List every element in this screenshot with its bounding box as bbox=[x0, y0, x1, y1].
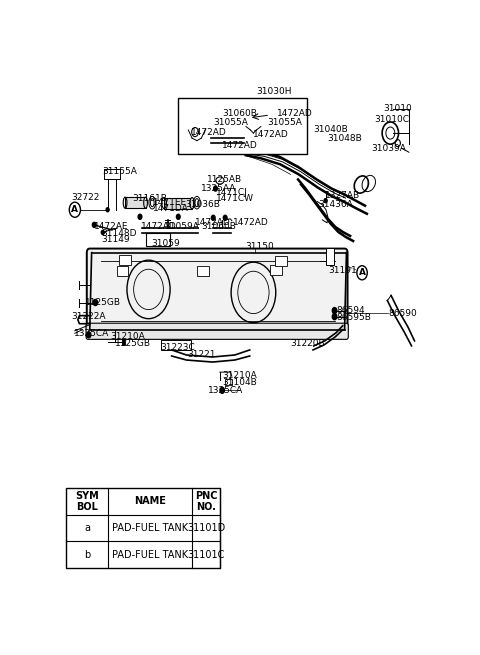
Text: 31155A: 31155A bbox=[103, 167, 138, 176]
Text: 31055A: 31055A bbox=[267, 119, 302, 128]
Text: 1327AB: 1327AB bbox=[325, 191, 360, 200]
Circle shape bbox=[106, 208, 109, 212]
Text: 31161B: 31161B bbox=[132, 194, 168, 203]
Bar bbox=[117, 266, 129, 276]
Circle shape bbox=[101, 231, 104, 234]
Text: 31039A: 31039A bbox=[372, 143, 407, 153]
Bar bbox=[66, 488, 220, 568]
Text: 31048B: 31048B bbox=[327, 134, 362, 143]
Bar bbox=[161, 340, 191, 350]
Text: 31101C: 31101C bbox=[187, 550, 225, 559]
Bar bbox=[145, 233, 170, 246]
Text: 1125AB: 1125AB bbox=[207, 175, 242, 184]
Text: 31010: 31010 bbox=[384, 104, 412, 113]
Text: NAME: NAME bbox=[134, 496, 166, 506]
Text: 31060B: 31060B bbox=[202, 223, 236, 231]
Text: 1471EE: 1471EE bbox=[153, 198, 187, 207]
Text: 31059A: 31059A bbox=[164, 223, 199, 231]
Text: 31210A: 31210A bbox=[110, 332, 145, 341]
Text: 1325AA: 1325AA bbox=[202, 184, 237, 193]
Bar bbox=[122, 339, 125, 345]
Circle shape bbox=[324, 198, 327, 202]
Text: 31040B: 31040B bbox=[313, 124, 348, 134]
Text: 31210A: 31210A bbox=[222, 371, 257, 380]
Text: 31221: 31221 bbox=[187, 350, 216, 360]
Text: 31222A: 31222A bbox=[71, 312, 106, 321]
Circle shape bbox=[86, 332, 91, 338]
Text: 1472AD: 1472AD bbox=[195, 218, 230, 227]
Text: 31060B: 31060B bbox=[222, 109, 257, 119]
Text: 86590: 86590 bbox=[388, 309, 417, 318]
Text: 31149: 31149 bbox=[102, 236, 130, 244]
Text: 1325CA: 1325CA bbox=[208, 386, 243, 395]
Bar bbox=[119, 255, 131, 265]
Circle shape bbox=[332, 314, 337, 320]
Text: PAD-FUEL TANK: PAD-FUEL TANK bbox=[112, 523, 188, 533]
Ellipse shape bbox=[195, 198, 199, 207]
Bar bbox=[197, 266, 209, 276]
Circle shape bbox=[177, 214, 180, 219]
Text: 31223C: 31223C bbox=[160, 343, 195, 352]
Text: 1325CA: 1325CA bbox=[74, 329, 109, 338]
Text: 31150: 31150 bbox=[245, 242, 274, 251]
Circle shape bbox=[220, 387, 225, 393]
Text: 1472AD: 1472AD bbox=[191, 128, 227, 137]
Text: 1125GB: 1125GB bbox=[85, 298, 121, 307]
Text: 86594: 86594 bbox=[336, 306, 365, 315]
Text: 1472AD: 1472AD bbox=[222, 141, 258, 150]
Text: 31030H: 31030H bbox=[256, 86, 292, 96]
Text: 31148D: 31148D bbox=[102, 229, 137, 238]
Bar bbox=[164, 198, 192, 209]
Text: 31104B: 31104B bbox=[222, 378, 257, 386]
Text: b: b bbox=[84, 550, 90, 559]
Text: a: a bbox=[84, 523, 90, 533]
Text: 1472AD: 1472AD bbox=[276, 109, 312, 119]
Text: PAD-FUEL TANK: PAD-FUEL TANK bbox=[112, 550, 188, 559]
Text: 31059: 31059 bbox=[151, 238, 180, 248]
Bar bbox=[276, 256, 288, 266]
Text: 31220B: 31220B bbox=[290, 339, 324, 348]
Text: 31055A: 31055A bbox=[213, 119, 248, 128]
Bar bbox=[325, 248, 334, 265]
Text: 86595B: 86595B bbox=[336, 313, 371, 322]
Text: 31101D: 31101D bbox=[187, 523, 225, 533]
Text: 32722: 32722 bbox=[71, 193, 99, 202]
Bar bbox=[270, 265, 282, 275]
Text: A: A bbox=[72, 205, 78, 214]
Bar bbox=[225, 379, 232, 385]
Text: 1471CW: 1471CW bbox=[216, 194, 253, 203]
Text: 31436A: 31436A bbox=[319, 200, 353, 209]
Circle shape bbox=[92, 222, 96, 227]
Ellipse shape bbox=[190, 198, 194, 209]
Text: 31036B: 31036B bbox=[185, 200, 220, 209]
Text: 1125GB: 1125GB bbox=[115, 339, 151, 348]
FancyBboxPatch shape bbox=[87, 248, 348, 334]
Text: 31010C: 31010C bbox=[374, 115, 409, 124]
Text: A: A bbox=[359, 269, 366, 277]
Text: PNC
NO.: PNC NO. bbox=[195, 491, 217, 512]
Ellipse shape bbox=[144, 197, 147, 208]
Ellipse shape bbox=[150, 198, 154, 207]
Text: SYM
BOL: SYM BOL bbox=[75, 491, 99, 512]
FancyBboxPatch shape bbox=[86, 323, 348, 339]
Circle shape bbox=[223, 215, 227, 220]
Circle shape bbox=[138, 214, 142, 219]
Text: 1472AD: 1472AD bbox=[253, 130, 289, 139]
Circle shape bbox=[211, 215, 215, 220]
Text: 1471DA: 1471DA bbox=[153, 204, 189, 214]
Text: 1471CJ: 1471CJ bbox=[216, 187, 247, 196]
Text: 1472AE: 1472AE bbox=[94, 223, 128, 231]
Bar bbox=[125, 197, 145, 208]
Text: 31191: 31191 bbox=[328, 266, 357, 274]
Circle shape bbox=[93, 299, 97, 305]
Text: 1472AD: 1472AD bbox=[233, 218, 269, 227]
Circle shape bbox=[332, 308, 337, 314]
Circle shape bbox=[214, 186, 217, 191]
Bar bbox=[178, 98, 307, 155]
Text: 1472AD: 1472AD bbox=[141, 223, 177, 231]
